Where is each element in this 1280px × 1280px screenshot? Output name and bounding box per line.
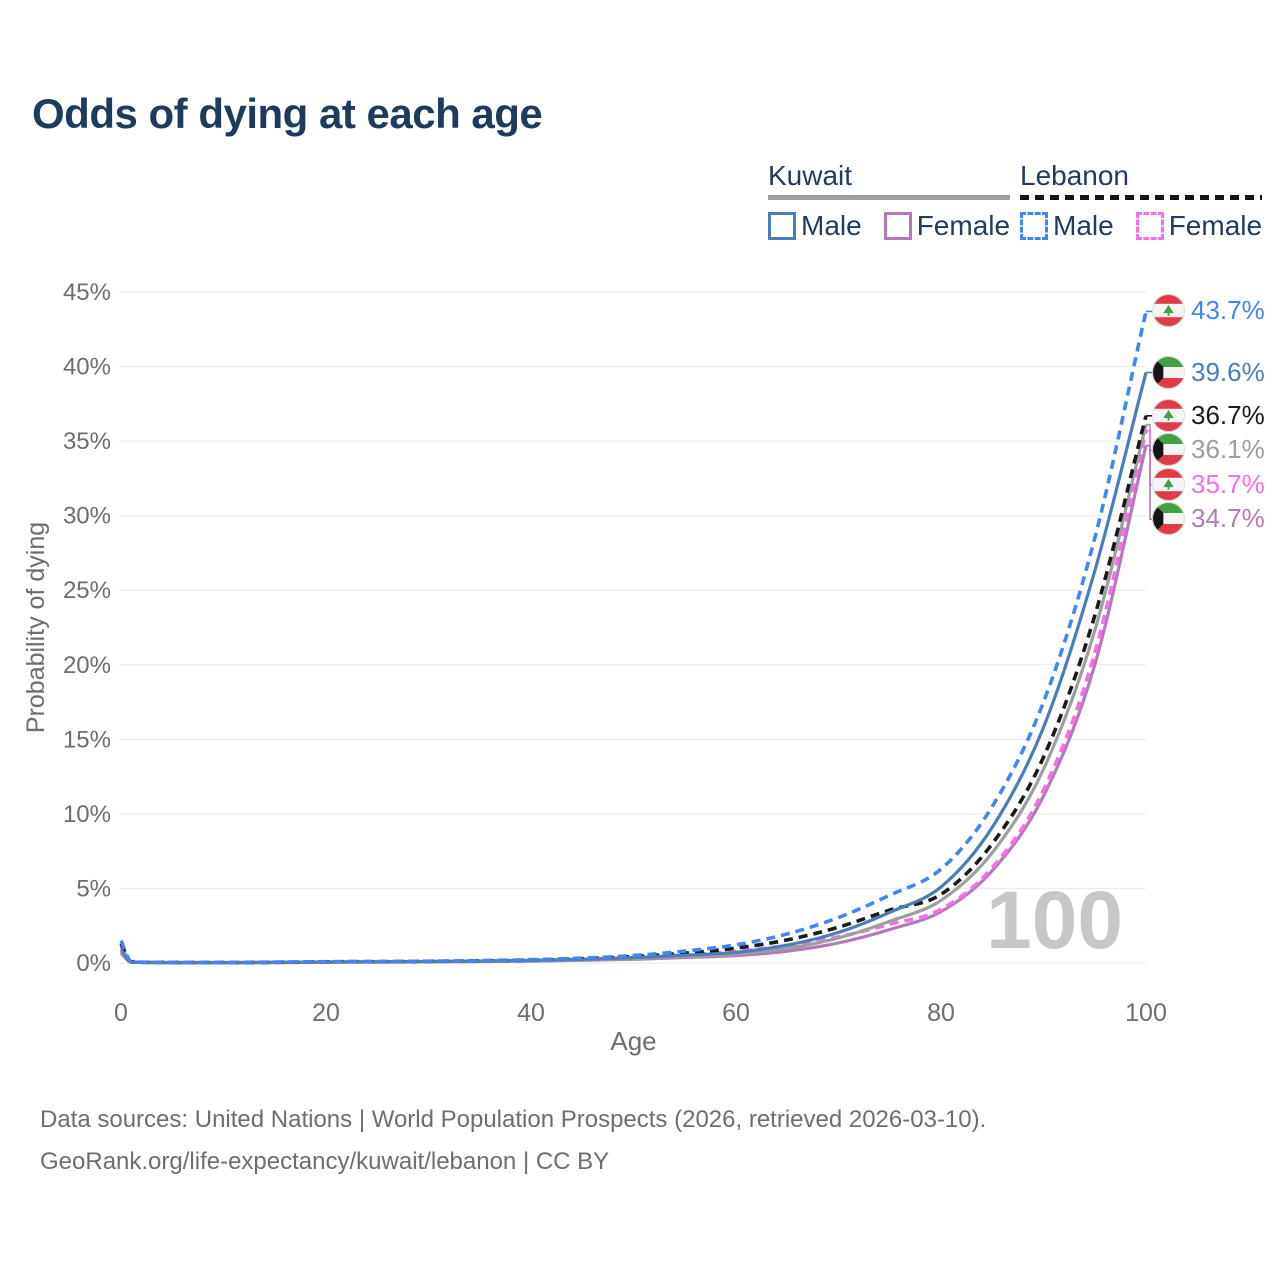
end-label-value: 43.7% (1191, 295, 1265, 326)
page-title: Odds of dying at each age (32, 90, 543, 137)
series-line-lebanon-male (119, 311, 1148, 965)
legend-country-label: Lebanon (1020, 160, 1130, 191)
y-tick-label: 10% (63, 801, 111, 828)
x-tick-label: 60 (722, 999, 750, 1027)
legend-item-label: Male (1053, 210, 1114, 241)
kuwait-flag-icon (1152, 502, 1185, 536)
end-label-kuwait-total: 36.1% (1152, 433, 1265, 467)
legend-item-lebanon-male[interactable]: Male (1020, 210, 1114, 242)
end-label-kuwait-male: 39.6% (1152, 355, 1265, 389)
kuwait-flag-icon (1152, 355, 1185, 389)
legend-item-kuwait-female[interactable]: Female (883, 210, 1011, 242)
end-label-value: 36.7% (1191, 399, 1265, 430)
legend-swatch-icon (768, 212, 796, 240)
y-tick-label: 20% (63, 652, 111, 679)
y-axis-title: Probability of dying (22, 522, 50, 733)
legend-group-lebanon: Lebanon Male Female (1020, 160, 1263, 242)
y-tick-label: 25% (63, 577, 111, 604)
end-label-value: 35.7% (1191, 468, 1265, 499)
legend-country-line-sample (1020, 195, 1263, 200)
legend-country-line-sample (768, 195, 1011, 200)
legend-swatch-icon (883, 212, 912, 240)
lebanon-flag-icon (1152, 398, 1185, 432)
y-tick-label: 0% (76, 950, 111, 977)
y-tick-label: 40% (63, 354, 111, 381)
end-label-value: 39.6% (1191, 356, 1265, 387)
legend-item-label: Female (1168, 210, 1263, 241)
lebanon-flag-icon (1152, 467, 1185, 501)
x-axis-title: Age (610, 1026, 656, 1056)
footer-source-line: Data sources: United Nations | World Pop… (40, 1106, 987, 1133)
end-label-value: 36.1% (1191, 434, 1265, 465)
legend-item-label: Female (916, 210, 1011, 241)
end-label-lebanon-male: 43.7% (1152, 294, 1265, 328)
y-tick-label: 5% (76, 875, 111, 902)
x-tick-label: 100 (1125, 999, 1167, 1027)
end-label-value: 34.7% (1191, 503, 1265, 534)
legend-item-kuwait-male[interactable]: Male (768, 210, 862, 242)
y-tick-label: 45% (63, 279, 111, 306)
legend-item-label: Male (801, 210, 862, 241)
legend-swatch-icon (1135, 212, 1164, 240)
footer-license-line: GeoRank.org/life-expectancy/kuwait/leban… (40, 1148, 610, 1175)
x-tick-label: 20 (312, 999, 340, 1027)
legend-group-kuwait: Kuwait Male Female (768, 160, 1011, 242)
legend-country-label: Kuwait (768, 160, 853, 191)
end-label-lebanon-female: 35.7% (1152, 467, 1265, 501)
x-tick-label: 0 (114, 999, 128, 1027)
legend-item-lebanon-female[interactable]: Female (1135, 210, 1263, 242)
end-label-leader (1146, 444, 1154, 521)
y-tick-label: 30% (63, 503, 111, 530)
end-label-lebanon-total: 36.7% (1152, 398, 1265, 432)
series-line-kuwait-male (119, 372, 1148, 965)
x-tick-label: 80 (927, 999, 955, 1027)
y-tick-label: 35% (63, 428, 111, 455)
kuwait-flag-icon (1152, 433, 1185, 467)
y-tick-label: 15% (63, 726, 111, 753)
x-tick-label: 40 (517, 999, 545, 1027)
age-watermark: 100 (986, 875, 1123, 966)
end-label-kuwait-female: 34.7% (1152, 502, 1265, 536)
legend-swatch-icon (1020, 212, 1048, 240)
lebanon-flag-icon (1152, 294, 1185, 328)
